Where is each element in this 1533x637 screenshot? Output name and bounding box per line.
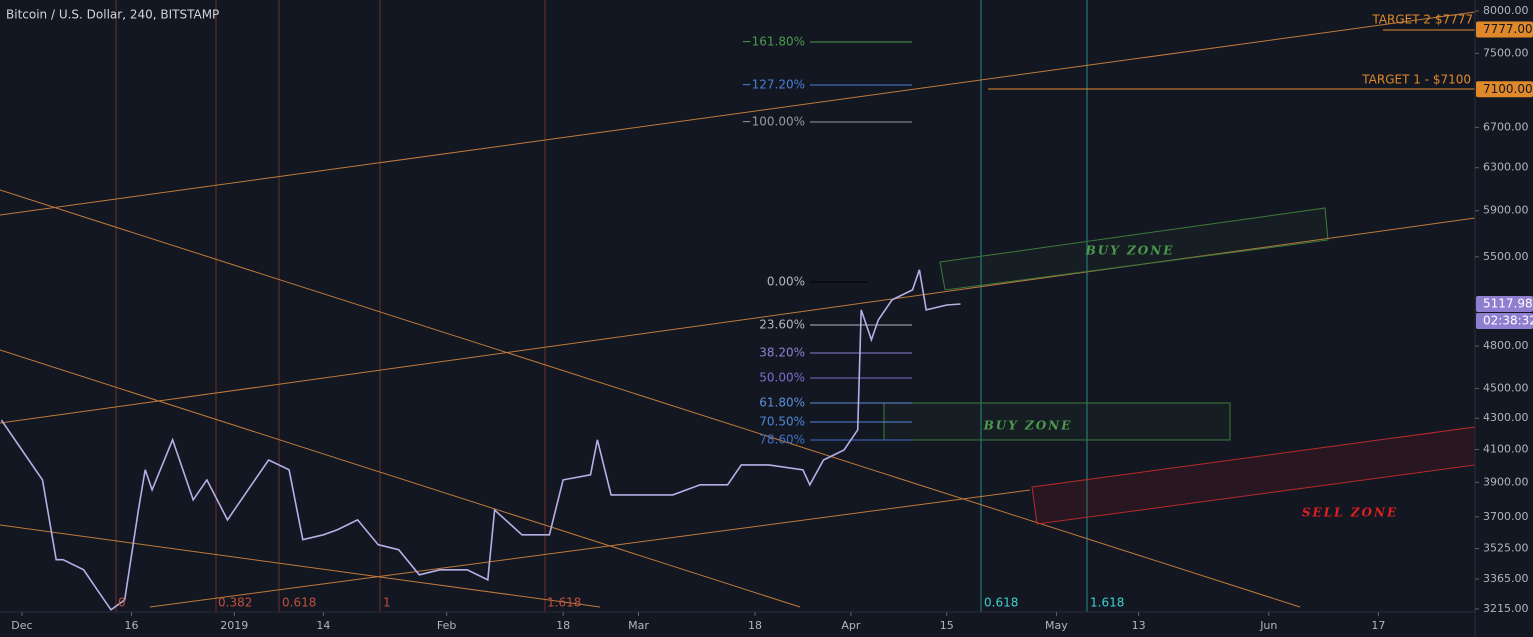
y-tick-label: 3365.00 xyxy=(1483,572,1529,585)
trend-line xyxy=(149,489,1031,608)
x-tick-label: 14 xyxy=(316,619,330,632)
zone-label: SELL ZONE xyxy=(1302,506,1398,520)
chart-title: Bitcoin / U.S. Dollar, 240, BITSTAMP xyxy=(6,8,219,22)
price-label-box xyxy=(1476,81,1533,98)
countdown-box xyxy=(1476,313,1533,330)
x-tick-label: 17 xyxy=(1371,619,1385,632)
y-tick-label: 3700.00 xyxy=(1483,510,1529,523)
y-tick-label: 5900.00 xyxy=(1483,204,1529,217)
target-label: TARGET 1 - $7100 xyxy=(1361,73,1471,87)
x-tick-label: Dec xyxy=(11,619,32,632)
fib-label: 70.50% xyxy=(759,415,805,429)
time-fib-label: 0.382 xyxy=(218,596,252,610)
x-tick-label: May xyxy=(1045,619,1068,632)
fib-label: −127.20% xyxy=(742,78,805,92)
price-label: 7100.00 xyxy=(1483,82,1533,96)
countdown: 02:38:32 xyxy=(1483,314,1533,328)
price-label: 7777.00 xyxy=(1483,22,1533,36)
zone-label: BUY ZONE xyxy=(1085,244,1175,258)
y-tick-label: 3900.00 xyxy=(1483,475,1529,488)
price-label-box xyxy=(1476,21,1533,38)
zone-label: BUY ZONE xyxy=(983,419,1073,433)
drawings xyxy=(0,0,1476,637)
price-label: 5117.98 xyxy=(1483,297,1533,311)
time-fib-label: 0.618 xyxy=(984,596,1018,610)
price-line xyxy=(0,269,961,611)
buy-zone xyxy=(939,207,1329,291)
fib-label: −161.80% xyxy=(742,35,805,49)
y-tick-label: 3525.00 xyxy=(1483,542,1529,555)
fib-label: 23.60% xyxy=(759,318,805,332)
x-tick-label: Feb xyxy=(437,619,456,632)
x-tick-label: Jun xyxy=(1259,619,1277,632)
fib-label: −100.00% xyxy=(742,115,805,129)
y-tick-label: 4300.00 xyxy=(1483,411,1529,424)
fib-label: 38.20% xyxy=(759,346,805,360)
price-label-box xyxy=(1476,296,1533,313)
y-tick-label: 4800.00 xyxy=(1483,339,1529,352)
target-label: TARGET 2 $7777 xyxy=(1371,13,1473,27)
trend-line xyxy=(0,11,1476,216)
time-fib-label: 1.618 xyxy=(547,596,581,610)
x-tick-label: Apr xyxy=(841,619,861,632)
y-tick-label: 7500.00 xyxy=(1483,46,1529,59)
time-fib-label: 0 xyxy=(118,596,126,610)
x-tick-label: 16 xyxy=(125,619,139,632)
time-fib-label: 1.618 xyxy=(1090,596,1124,610)
y-tick-label: 4500.00 xyxy=(1483,381,1529,394)
y-tick-label: 6700.00 xyxy=(1483,120,1529,133)
time-fib-label: 0.618 xyxy=(282,596,316,610)
trend-line xyxy=(0,189,1301,608)
x-tick-label: 2019 xyxy=(220,619,248,632)
trend-line xyxy=(0,524,601,608)
x-tick-label: 13 xyxy=(1132,619,1146,632)
trend-line xyxy=(0,217,1476,424)
x-tick-label: Mar xyxy=(628,619,649,632)
y-tick-label: 8000.00 xyxy=(1483,4,1529,17)
y-tick-label: 4100.00 xyxy=(1483,442,1529,455)
fib-label: 50.00% xyxy=(759,371,805,385)
y-tick-label: 3215.00 xyxy=(1483,602,1529,615)
x-tick-label: 18 xyxy=(748,619,762,632)
y-tick-label: 6300.00 xyxy=(1483,161,1529,174)
x-tick-label: 18 xyxy=(556,619,570,632)
fib-label: 0.00% xyxy=(767,275,805,289)
trend-line xyxy=(0,349,801,608)
fib-label: 78.60% xyxy=(759,433,805,447)
time-fib-label: 1 xyxy=(383,596,391,610)
y-tick-label: 5500.00 xyxy=(1483,250,1529,263)
fib-label: 61.80% xyxy=(759,396,805,410)
x-tick-label: 15 xyxy=(940,619,954,632)
